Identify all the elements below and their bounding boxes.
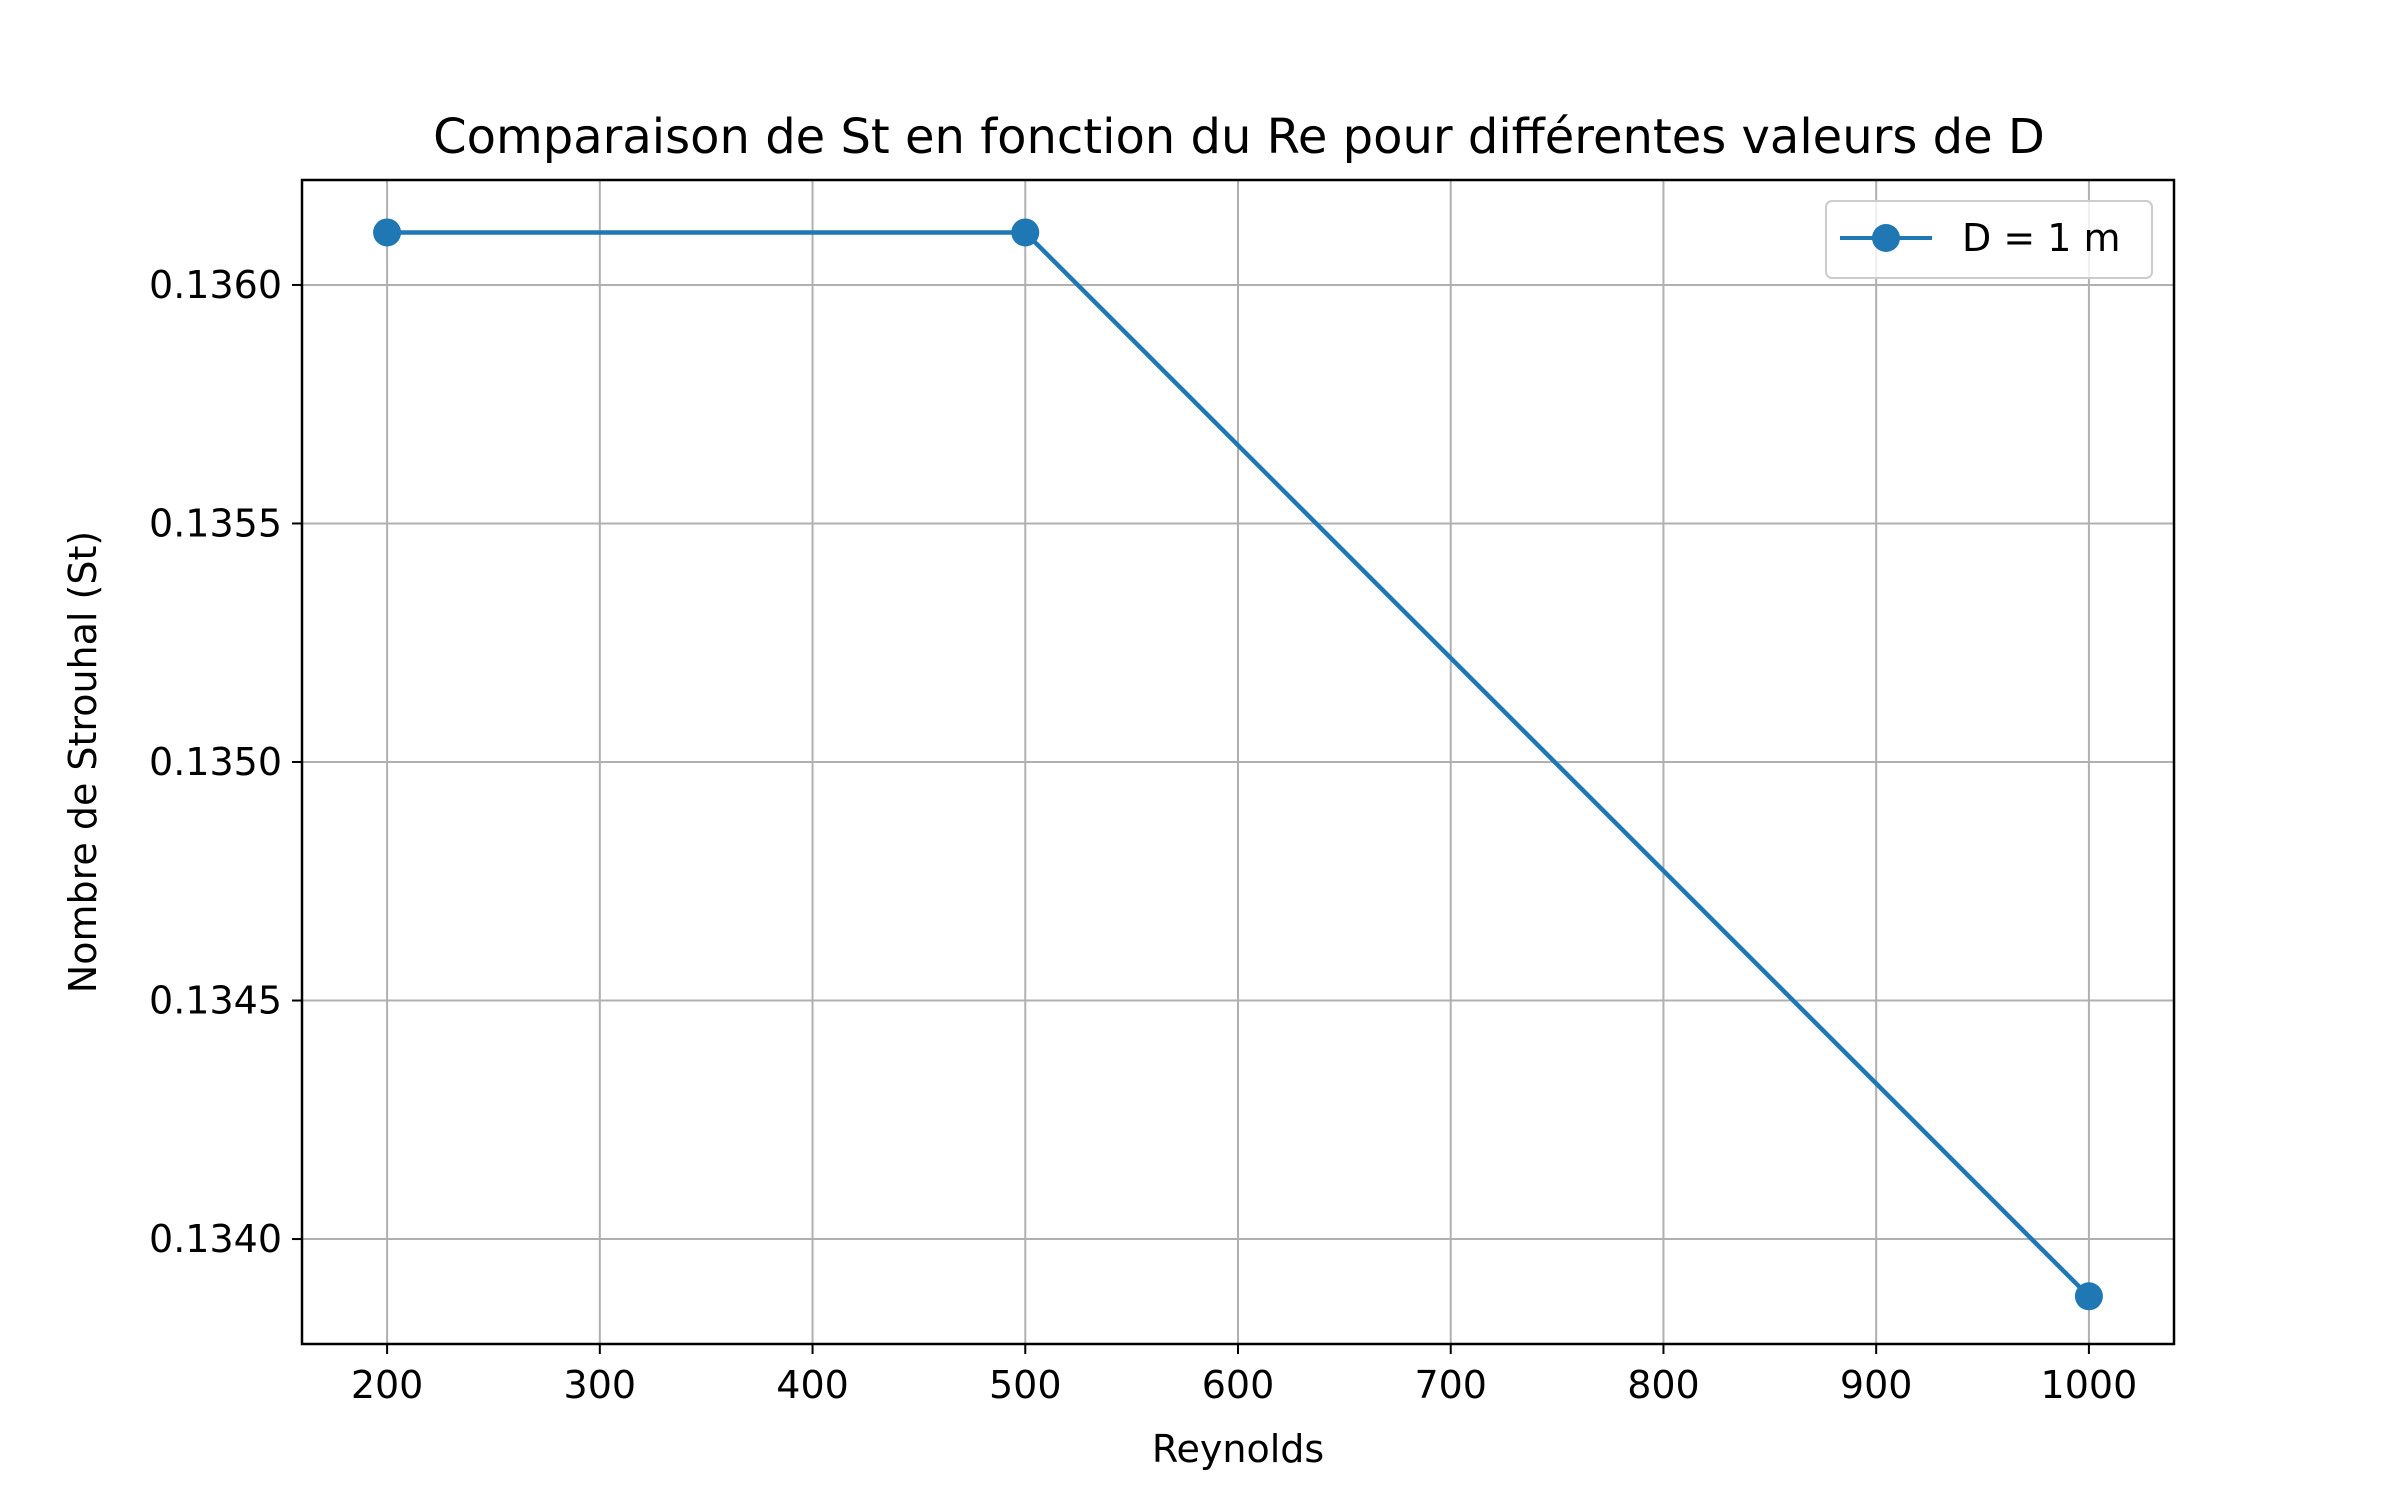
chart-title: Comparaison de St en fonction du Re pour… (433, 109, 2045, 165)
data-point (1011, 218, 1040, 247)
grid-lines (302, 180, 2174, 1344)
y-tick-label: 0.1350 (149, 740, 282, 784)
x-tick-label: 1000 (2041, 1363, 2138, 1407)
legend-label-d1: D = 1 m (1962, 216, 2121, 260)
y-tick-label: 0.1355 (149, 501, 282, 545)
legend-box (1825, 200, 2153, 279)
legend-marker-d1 (1872, 224, 1900, 252)
x-tick-label: 200 (351, 1363, 424, 1407)
series-markers (373, 218, 2103, 1311)
x-axis-label: Reynolds (1152, 1427, 1324, 1471)
x-tick-label: 900 (1840, 1363, 1913, 1407)
x-tick-label: 700 (1414, 1363, 1487, 1407)
y-tick-label: 0.1345 (149, 979, 282, 1023)
x-axis-ticks: 200 300 400 500 600 700 800 900 1000 (351, 1344, 2137, 1407)
legend: D = 1 m (1825, 200, 2153, 279)
x-tick-label: 300 (564, 1363, 637, 1407)
data-point (2074, 1282, 2103, 1311)
x-tick-label: 400 (776, 1363, 849, 1407)
data-point (373, 218, 402, 247)
x-tick-label: 600 (1202, 1363, 1275, 1407)
x-tick-label: 800 (1627, 1363, 1700, 1407)
y-axis-label: Nombre de Strouhal (St) (61, 531, 105, 993)
y-tick-label: 0.1340 (149, 1217, 282, 1261)
x-tick-label: 500 (989, 1363, 1062, 1407)
y-tick-label: 0.1360 (149, 263, 282, 307)
y-axis-ticks: 0.1340 0.1345 0.1350 0.1355 0.1360 (149, 263, 302, 1261)
